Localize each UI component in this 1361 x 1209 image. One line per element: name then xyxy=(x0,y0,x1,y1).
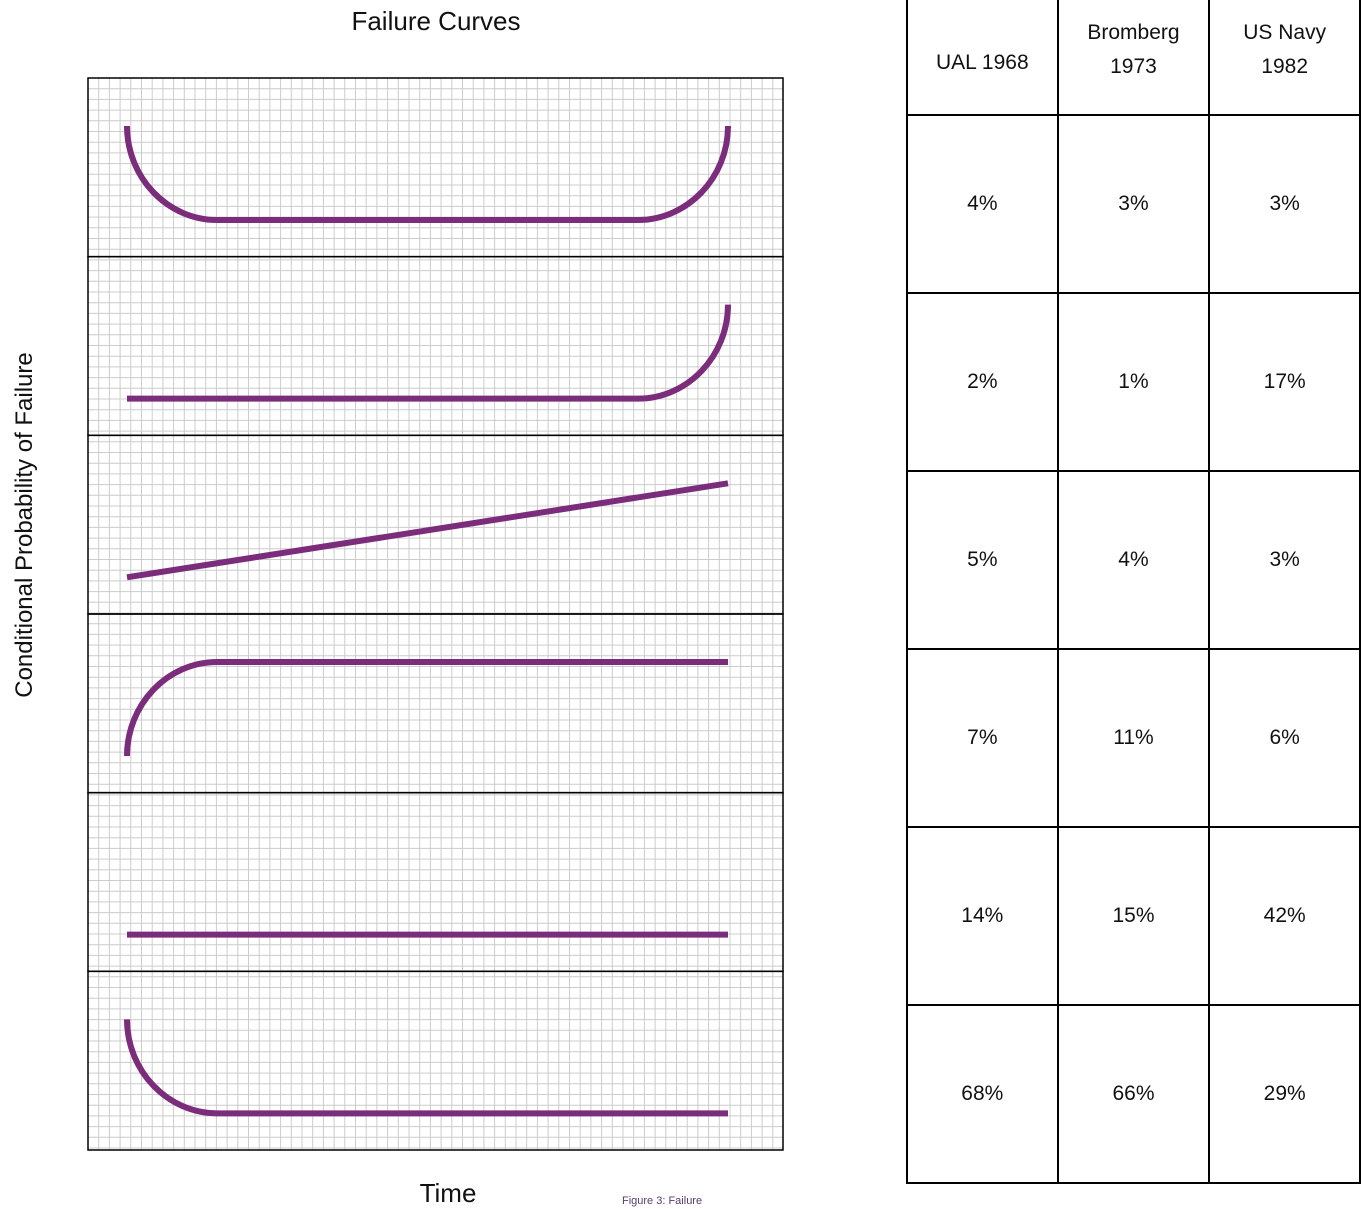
header-line1: US Navy xyxy=(1243,21,1327,44)
table-cell: 42% xyxy=(1208,826,1361,1006)
table-cell: 15% xyxy=(1056,826,1211,1006)
table-cell: 3% xyxy=(1056,114,1211,294)
table-cell: 4% xyxy=(906,114,1059,294)
header-line2: 1982 xyxy=(1261,55,1309,78)
failure-curve-gradual-increase xyxy=(126,480,729,581)
table-cell: 2% xyxy=(906,292,1059,472)
table-cell: 11% xyxy=(1056,648,1211,828)
plot-panels xyxy=(87,77,784,1151)
table-cell: 14% xyxy=(906,826,1059,1006)
table-row: 7% 11% 6% xyxy=(906,648,1361,828)
table-cell: 1% xyxy=(1056,292,1211,472)
x-axis-label: Time xyxy=(419,1178,477,1208)
table-row: 68% 66% 29% xyxy=(906,1004,1361,1184)
failure-rate-table: UAL 1968 Bromberg 1973 US Navy 1982 4% 3… xyxy=(906,0,1361,1184)
header-line1: Bromberg xyxy=(1087,21,1180,44)
failure-curve-bathtub xyxy=(124,125,731,223)
failure-curves-plot xyxy=(87,77,784,1151)
table-row: 14% 15% 42% xyxy=(906,826,1361,1006)
table-cell: 29% xyxy=(1208,1004,1361,1184)
table-cell: 7% xyxy=(906,648,1059,828)
chart-title: Failure Curves xyxy=(351,6,521,36)
curve-panel xyxy=(87,970,784,1151)
table-row: 5% 4% 3% xyxy=(906,470,1361,650)
curve-panel xyxy=(87,434,784,615)
header-line2: 1973 xyxy=(1110,55,1157,78)
table-cell: 17% xyxy=(1208,292,1361,472)
failure-curve-infant-mortality xyxy=(124,1019,728,1117)
table-cell: 3% xyxy=(1208,470,1361,650)
curve-panel xyxy=(87,613,784,794)
table-cell: 5% xyxy=(906,470,1059,650)
failure-curve-low-then-steady xyxy=(124,659,728,757)
table-cell: 4% xyxy=(1056,470,1211,650)
plot-curves xyxy=(124,125,731,1117)
header-line1: UAL 1968 xyxy=(936,51,1029,74)
table-cell: 3% xyxy=(1208,114,1361,294)
table-cell: 6% xyxy=(1208,648,1361,828)
table-header-row: UAL 1968 Bromberg 1973 US Navy 1982 xyxy=(906,0,1361,116)
curve-panel xyxy=(87,77,784,258)
table-row: 4% 3% 3% xyxy=(906,114,1361,294)
failure-curve-wear-out xyxy=(127,304,731,402)
figure-caption: Figure 3: Failure xyxy=(622,1195,703,1207)
table-cell: 66% xyxy=(1056,1004,1211,1184)
header-us-navy-1982: US Navy 1982 xyxy=(1208,0,1361,116)
table-cell: 68% xyxy=(906,1004,1059,1184)
table-row: 2% 1% 17% xyxy=(906,292,1361,472)
header-ual-1968: UAL 1968 xyxy=(906,0,1059,116)
header-bromberg-1973: Bromberg 1973 xyxy=(1056,0,1211,116)
